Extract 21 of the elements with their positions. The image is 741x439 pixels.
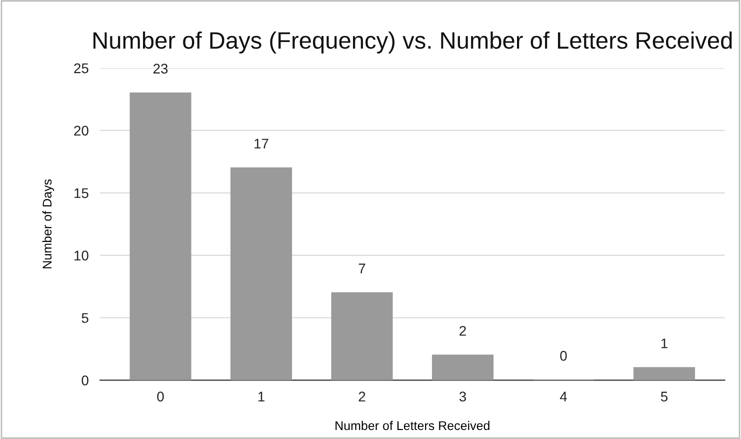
y-axis-title: Number of Days	[42, 179, 54, 268]
y-tick-label: 25	[74, 63, 88, 74]
y-tick-label: 10	[74, 250, 88, 260]
x-tick-label: 4	[560, 392, 567, 402]
data-label: 17	[254, 138, 268, 148]
x-tick-label: 3	[459, 392, 466, 402]
x-tick-label: 1	[258, 392, 264, 402]
y-tick-label: 20	[74, 126, 88, 136]
data-label: 7	[358, 264, 366, 274]
x-tick-label: 5	[660, 392, 668, 402]
y-tick-label: 5	[82, 313, 88, 323]
data-label: 1	[661, 338, 668, 348]
chart-title: Number of Days (Frequency) vs. Number of Letters Received	[93, 31, 732, 54]
y-tick-label: 15	[74, 188, 88, 198]
y-tick-label: 0	[82, 376, 88, 386]
x-tick-label: 0	[157, 392, 164, 402]
data-label: 2	[460, 326, 466, 336]
data-label: 0	[560, 350, 567, 361]
data-label: 23	[153, 64, 168, 74]
x-tick-label: 2	[358, 392, 366, 402]
x-axis-title: Number of Letters Received	[336, 420, 490, 430]
